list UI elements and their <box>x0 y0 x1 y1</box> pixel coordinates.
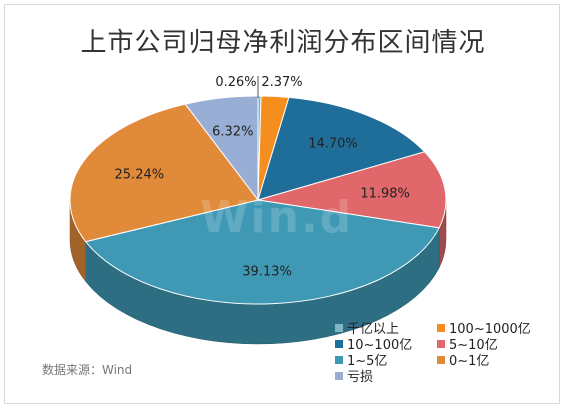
pie-label-4: 39.13% <box>242 265 292 280</box>
legend-label: 100~1000亿 <box>449 322 531 337</box>
pie-label-0: 0.26% <box>215 75 256 90</box>
legend-item: 5~10亿 <box>437 334 498 353</box>
legend-item: 10~100亿 <box>335 334 412 353</box>
pie-slice-3 <box>257 151 447 229</box>
legend-label: 0~1亿 <box>449 354 490 369</box>
pie-sides <box>69 199 447 345</box>
legend-item: 千亿以上 <box>335 318 399 337</box>
pie-label-3: 11.98% <box>360 187 410 202</box>
legend-label: 1~5亿 <box>347 354 388 369</box>
legend-swatch <box>437 339 445 348</box>
legend-label: 亏损 <box>347 370 374 385</box>
legend-label: 千亿以上 <box>347 322 400 337</box>
legend-label: 5~10亿 <box>449 338 498 353</box>
pie-label-6: 6.32% <box>212 125 253 140</box>
legend-item: 1~5亿 <box>335 350 387 369</box>
legend-swatch <box>335 323 343 332</box>
legend-swatch <box>437 323 445 332</box>
legend-item: 亏损 <box>335 366 373 385</box>
legend-label: 10~100亿 <box>347 338 413 353</box>
legend-item: 100~1000亿 <box>437 318 531 337</box>
legend-item: 0~1亿 <box>437 350 489 369</box>
pie-label-5: 25.24% <box>115 168 165 183</box>
legend-swatch <box>335 355 343 364</box>
pie-labels: 0.26% 2.37% 14.70% 11.98% 39.13% 25.24% 6.32% <box>115 75 410 280</box>
pie-label-2: 14.70% <box>308 137 358 152</box>
pie-slice-2 <box>257 96 426 201</box>
pie-slice-4 <box>84 199 440 305</box>
legend-swatch <box>437 355 445 364</box>
legend-swatch <box>335 371 343 380</box>
chart-title: 上市公司归母净利润分布区间情况 <box>80 28 486 58</box>
watermark: Win.d <box>200 192 354 243</box>
pie-slices <box>69 95 447 305</box>
legend-swatch <box>335 339 343 348</box>
pie-label-1: 2.37% <box>261 75 302 90</box>
source-note: 数据来源：Wind <box>42 363 133 377</box>
